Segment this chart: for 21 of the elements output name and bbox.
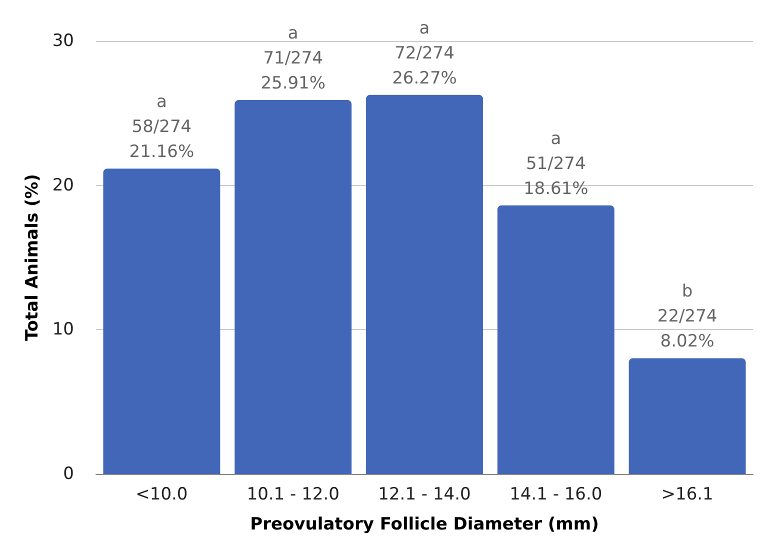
y-axis-title: Total Animals (%) — [22, 174, 42, 342]
data-label: a 71/274 25.91% — [260, 24, 326, 94]
bar — [103, 168, 220, 474]
bar — [628, 358, 746, 474]
bar — [366, 94, 483, 474]
y-tick-label: 10 — [52, 320, 74, 340]
x-tick-label: <10.0 — [136, 484, 188, 504]
bar — [234, 100, 352, 474]
data-label: a 72/274 26.27% — [392, 18, 457, 88]
x-axis-title: Preovulatory Follicle Diameter (mm) — [250, 514, 599, 534]
y-tick-label: 0 — [63, 464, 74, 484]
x-tick-label: 10.1 - 12.0 — [246, 484, 340, 504]
data-label: a 51/274 18.61% — [523, 128, 588, 199]
data-label: a 58/274 21.16% — [129, 92, 194, 162]
data-label: b 22/274 8.02% — [657, 282, 718, 352]
y-tick-label: 30 — [52, 31, 74, 51]
x-tick-label: 14.1 - 16.0 — [510, 484, 602, 504]
x-tick-label: >16.1 — [661, 484, 714, 504]
x-tick-label: 12.1 - 14.0 — [378, 484, 471, 504]
bar — [497, 205, 614, 474]
y-tick-label: 20 — [52, 175, 74, 196]
